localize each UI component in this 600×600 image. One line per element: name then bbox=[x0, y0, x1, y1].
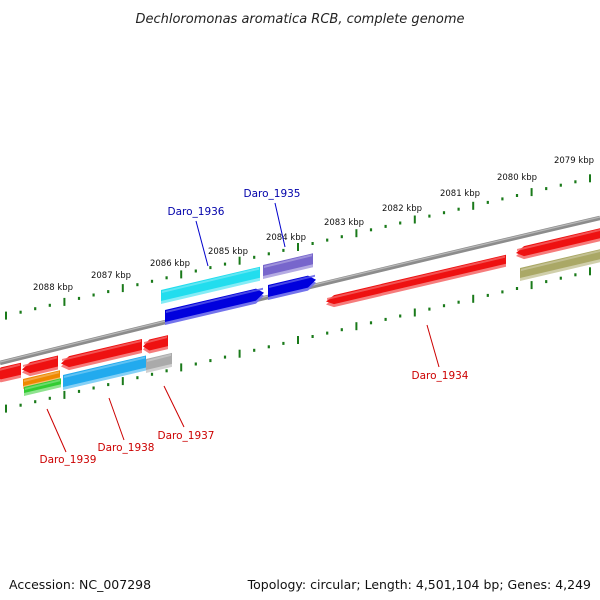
gene-feature-daro-1936-highlight bbox=[162, 267, 259, 293]
scale-label: 2081 kbp bbox=[440, 189, 480, 199]
scale-label: 2086 kbp bbox=[150, 259, 190, 269]
gene-feature-daro-1939-highlight bbox=[23, 356, 57, 367]
gene-feature-olive-highlight bbox=[521, 250, 600, 271]
gene-feature-daro-1934-highlight bbox=[327, 255, 505, 300]
gene-feature-daro-1934[interactable] bbox=[326, 254, 506, 308]
gene-feature-daro-1938-highlight bbox=[62, 340, 141, 361]
outer-scale-ticks bbox=[5, 174, 591, 320]
leader-daro-1938 bbox=[108, 397, 125, 441]
scale-label: 2079 kbp bbox=[554, 156, 594, 166]
scale-label: 2082 kbp bbox=[382, 204, 422, 214]
gene-feature-daro-1938-rna-body bbox=[63, 355, 146, 387]
scale-label: 2083 kbp bbox=[324, 218, 364, 228]
gene-feature-daro-1933[interactable] bbox=[516, 227, 600, 260]
gene-feature-daro-1937[interactable] bbox=[143, 335, 168, 354]
gene-feature-daro-1937-rna-highlight bbox=[147, 353, 171, 362]
gene-feature-daro-1940[interactable] bbox=[0, 362, 21, 383]
gene-feature-daro-1940-body bbox=[0, 362, 21, 380]
gene-feature-daro-1939-b-highlight bbox=[25, 379, 60, 390]
gene-feature-daro-1935-highlight bbox=[264, 254, 312, 268]
gene-feature-daro-1937-highlight bbox=[144, 336, 167, 344]
inner-scale-ticks bbox=[5, 267, 591, 413]
gene-feature-daro-1935[interactable] bbox=[263, 253, 313, 279]
gene-feature-daro-1939[interactable] bbox=[22, 355, 58, 377]
gene-feature-daro-1935-cds-body bbox=[268, 275, 316, 297]
scale-labels: 2079 kbp 2080 kbp 2081 kbp 2082 kbp 2083 kbp… bbox=[33, 156, 594, 293]
leader-daro-1936 bbox=[195, 220, 209, 267]
gene-feature-daro-1936-cds-highlight bbox=[166, 287, 263, 313]
gene-feature-daro-1933-highlight bbox=[517, 229, 600, 251]
gene-label-daro-1938[interactable]: Daro_1938 bbox=[97, 442, 154, 454]
gene-feature-daro-1938-rna-highlight bbox=[64, 356, 145, 378]
scale-label: 2087 kbp bbox=[91, 271, 131, 281]
gene-feature-daro-1936-cds[interactable] bbox=[165, 287, 264, 325]
gene-feature-daro-1935-cds[interactable] bbox=[268, 274, 316, 300]
leader-daro-1934 bbox=[426, 324, 440, 368]
scale-label: 2085 kbp bbox=[208, 247, 248, 257]
gene-feature-daro-1936-cds-body bbox=[165, 288, 264, 322]
gene-feature-daro-1939-a-highlight bbox=[24, 371, 59, 382]
gene-label-daro-1939[interactable]: Daro_1939 bbox=[39, 454, 96, 466]
gene-label-daro-1936[interactable]: Daro_1936 bbox=[167, 206, 224, 218]
gene-features bbox=[0, 227, 600, 396]
gene-feature-daro-1937-rna[interactable] bbox=[146, 352, 172, 373]
gene-label-daro-1935[interactable]: Daro_1935 bbox=[243, 188, 300, 200]
scale-label: 2084 kbp bbox=[266, 233, 306, 243]
gene-feature-daro-1935-cds-highlight bbox=[269, 274, 315, 288]
gene-feature-olive[interactable] bbox=[520, 248, 600, 281]
genome-summary-text: Topology: circular; Length: 4,501,104 bp… bbox=[247, 577, 591, 592]
scale-label: 2088 kbp bbox=[33, 283, 73, 293]
gene-feature-daro-1938-rna[interactable] bbox=[63, 355, 146, 391]
gene-label-daro-1937[interactable]: Daro_1937 bbox=[157, 430, 214, 442]
gene-feature-daro-1938[interactable] bbox=[61, 339, 142, 371]
leader-daro-1935 bbox=[274, 202, 286, 248]
accession-text: Accession: NC_007298 bbox=[9, 577, 152, 592]
gene-feature-daro-1940-highlight bbox=[0, 363, 20, 371]
gene-feature-daro-1936[interactable] bbox=[161, 266, 260, 304]
gene-feature-daro-1939-b[interactable] bbox=[24, 378, 61, 396]
scale-label: 2080 kbp bbox=[497, 173, 537, 183]
label-leader-lines bbox=[46, 202, 440, 453]
gene-label-daro-1934[interactable]: Daro_1934 bbox=[411, 370, 468, 382]
leader-daro-1937 bbox=[163, 385, 185, 428]
map-title: Dechloromonas aromatica RCB, complete ge… bbox=[135, 12, 464, 27]
leader-daro-1939 bbox=[46, 408, 67, 453]
